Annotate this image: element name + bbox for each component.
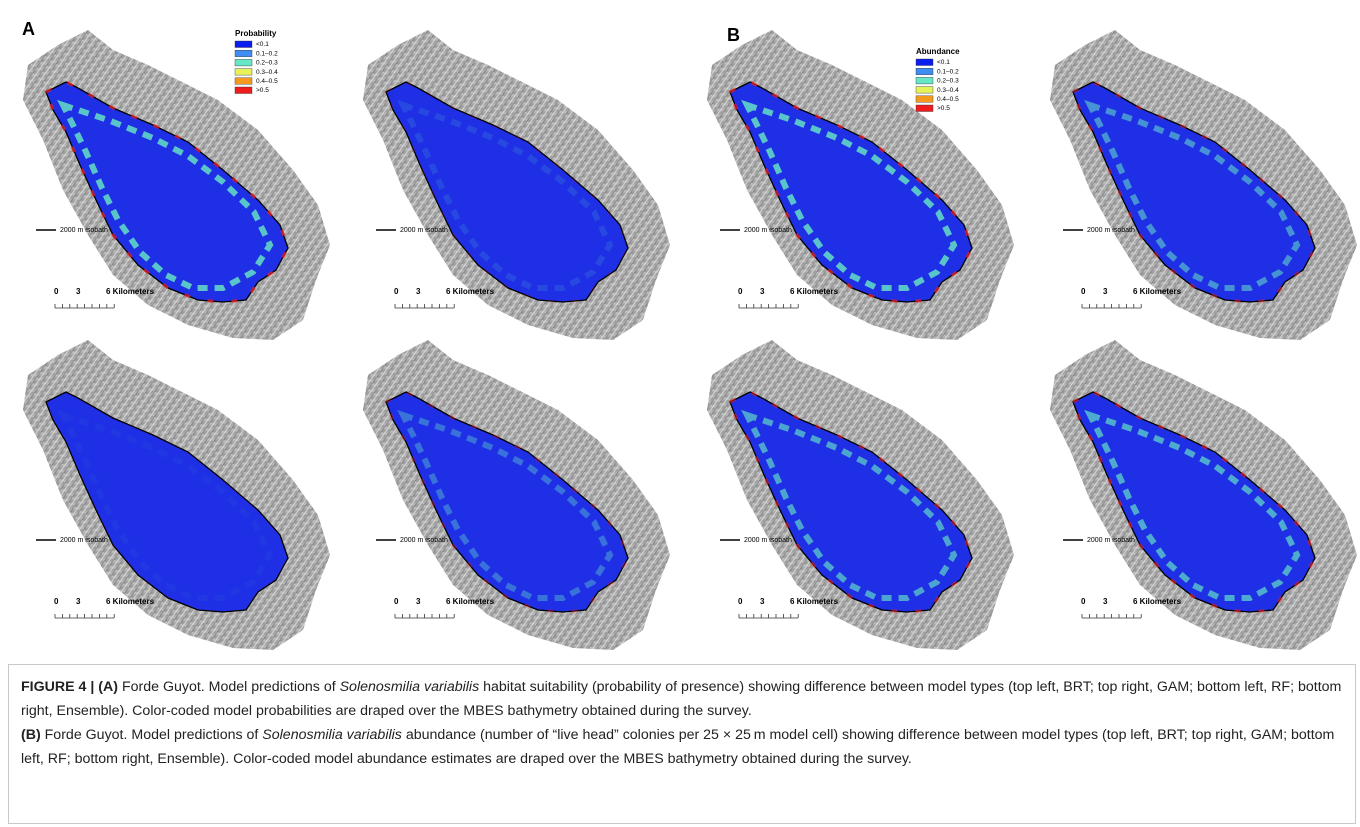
scale-label: 6 Kilometers: [790, 597, 839, 606]
legend-label: 0.4–0.5: [937, 96, 959, 103]
legend-swatch: [235, 69, 252, 76]
caption: FIGURE 4 | (A) Forde Guyot. Model predic…: [8, 664, 1356, 824]
legend-swatch: [235, 41, 252, 48]
isobath-label: 2000 m isobath: [60, 227, 108, 234]
isobath-label: 2000 m isobath: [744, 227, 792, 234]
scale-label: 0: [54, 287, 59, 296]
scale-label: 0: [738, 287, 743, 296]
caption-text: Forde Guyot. Model predictions of: [118, 679, 340, 695]
panel-label: B: [727, 25, 740, 45]
legend-swatch: [235, 50, 252, 57]
isobath-label: 2000 m isobath: [400, 227, 448, 234]
legend-swatch: [916, 105, 933, 112]
isobath-label: 2000 m isobath: [1087, 537, 1135, 544]
scale-label: 0: [394, 287, 399, 296]
scale-label: 6 Kilometers: [106, 597, 155, 606]
scale-label: 0: [54, 597, 59, 606]
legend-swatch: [916, 96, 933, 103]
scale-label: 0: [1081, 597, 1086, 606]
caption-text: (B): [21, 727, 41, 743]
map-panel: 2000 m isobath 0 3 6 Kilometers: [1050, 340, 1357, 650]
scale-label: 3: [1103, 287, 1108, 296]
caption-text: FIGURE 4 |: [21, 679, 98, 695]
legend-swatch: [916, 87, 933, 94]
legend-label: 0.1–0.2: [256, 50, 278, 57]
scale-label: 3: [760, 597, 765, 606]
scale-label: 0: [394, 597, 399, 606]
scale-label: 6 Kilometers: [446, 597, 495, 606]
scale-label: 6 Kilometers: [446, 287, 495, 296]
scale-label: 6 Kilometers: [1133, 287, 1182, 296]
legend-swatch: [235, 59, 252, 66]
legend-swatch: [916, 77, 933, 84]
caption-paragraph: FIGURE 4 | (A) Forde Guyot. Model predic…: [21, 675, 1343, 723]
scale-label: 0: [738, 597, 743, 606]
caption-text: (A): [98, 679, 118, 695]
map-panel: 2000 m isobath 0 3 6 Kilometers: [23, 30, 330, 340]
caption-paragraph: (B) Forde Guyot. Model predictions of So…: [21, 723, 1343, 771]
scale-label: 3: [1103, 597, 1108, 606]
caption-text: Forde Guyot. Model predictions of: [41, 727, 263, 743]
scale-label: 3: [416, 597, 421, 606]
isobath-label: 2000 m isobath: [60, 537, 108, 544]
legend-label: 0.3–0.4: [256, 69, 278, 76]
legend-swatch: [916, 68, 933, 75]
map-panel: 2000 m isobath 0 3 6 Kilometers: [1050, 30, 1357, 340]
scale-label: 3: [76, 597, 81, 606]
legend-label: >0.5: [937, 105, 950, 112]
map-panel: 2000 m isobath 0 3 6 Kilometers: [707, 340, 1014, 650]
legend-label: <0.1: [256, 41, 269, 48]
legend-swatch: [235, 78, 252, 85]
map-panel: 2000 m isobath 0 3 6 Kilometers: [707, 30, 1014, 340]
scale-label: 6 Kilometers: [790, 287, 839, 296]
page: {"figure": { "groups": [ {"label": "A", …: [0, 0, 1360, 827]
caption-text: Solenosmilia variabilis: [340, 679, 480, 695]
legend-swatch: [235, 87, 252, 94]
isobath-label: 2000 m isobath: [1087, 227, 1135, 234]
map-panel: 2000 m isobath 0 3 6 Kilometers: [363, 340, 670, 650]
map-panel: 2000 m isobath 0 3 6 Kilometers: [23, 340, 330, 650]
legend-swatch: [916, 59, 933, 66]
scale-label: 6 Kilometers: [106, 287, 155, 296]
legend-label: 0.1–0.2: [937, 68, 959, 75]
scale-label: 3: [76, 287, 81, 296]
legend-title: Probability: [235, 29, 277, 38]
scale-label: 3: [416, 287, 421, 296]
legend-label: 0.4–0.5: [256, 78, 278, 85]
scale-label: 3: [760, 287, 765, 296]
isobath-label: 2000 m isobath: [400, 537, 448, 544]
legend-label: 0.3–0.4: [937, 87, 959, 94]
legend-title: Abundance: [916, 47, 960, 56]
legend-label: >0.5: [256, 87, 269, 94]
isobath-label: 2000 m isobath: [744, 537, 792, 544]
caption-text: Solenosmilia variabilis: [262, 727, 402, 743]
panel-label: A: [22, 19, 35, 39]
legend-label: 0.2–0.3: [256, 60, 278, 67]
legend-label: 0.2–0.3: [937, 78, 959, 85]
legend-label: <0.1: [937, 59, 950, 66]
map-panel: 2000 m isobath 0 3 6 Kilometers: [363, 30, 670, 340]
scale-label: 6 Kilometers: [1133, 597, 1182, 606]
scale-label: 0: [1081, 287, 1086, 296]
